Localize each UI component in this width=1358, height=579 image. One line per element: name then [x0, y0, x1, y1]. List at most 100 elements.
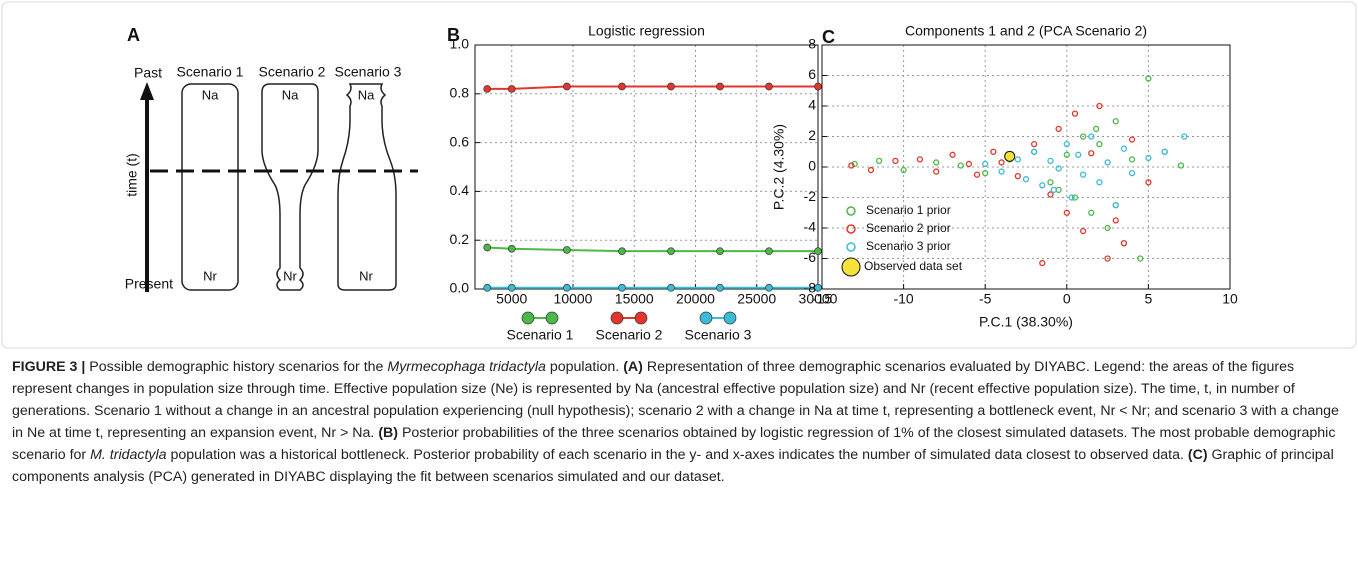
y-tick-label: 0.0 — [450, 280, 470, 296]
point — [1079, 171, 1087, 178]
na-label: Na — [202, 87, 219, 102]
point — [765, 82, 773, 91]
point — [1014, 172, 1021, 180]
scenario-name: Scenario 1 — [177, 64, 244, 80]
legend-marker — [545, 311, 559, 325]
point — [1120, 240, 1128, 247]
y-tick-label: 0.2 — [450, 231, 470, 247]
x-tick-label: -10 — [893, 291, 913, 307]
point — [1161, 148, 1168, 155]
point — [933, 159, 940, 166]
x-axis-label: P.C.1 (38.30%) — [979, 314, 1073, 330]
legend-label: Observed data set — [864, 259, 963, 273]
point — [716, 283, 724, 292]
point — [851, 160, 858, 168]
legend-marker — [610, 311, 624, 325]
point — [507, 85, 516, 93]
point — [483, 243, 492, 252]
y-tick-label: -2 — [804, 188, 817, 204]
nr-label: Nr — [283, 268, 297, 283]
y-tick-label: 6 — [808, 66, 816, 82]
point — [563, 283, 571, 292]
caption-part: FIGURE 3 | — [12, 359, 86, 375]
point — [1181, 133, 1188, 140]
point — [1128, 169, 1136, 177]
y-tick-label: 0.8 — [450, 85, 470, 101]
point — [1128, 136, 1136, 143]
point — [618, 247, 626, 256]
point — [1137, 255, 1144, 262]
point — [1055, 125, 1062, 133]
point — [982, 160, 989, 168]
point — [814, 82, 822, 91]
caption-part: Myrmecophaga tridactyla — [387, 359, 546, 375]
point — [618, 283, 626, 292]
x-tick-label: 30000 — [799, 291, 838, 307]
point — [900, 166, 907, 174]
point — [973, 171, 981, 178]
y-tick-label: 2 — [808, 127, 816, 143]
legend-marker — [846, 242, 856, 252]
point — [1112, 217, 1119, 224]
x-tick-label: 0 — [1063, 291, 1071, 307]
caption-part: Representation of three demographic scen… — [12, 359, 1339, 441]
point — [916, 156, 924, 163]
point — [1096, 140, 1103, 148]
y-tick-label: 0 — [808, 158, 816, 174]
point — [563, 246, 571, 254]
point — [1063, 209, 1070, 216]
legend-label: Scenario 2 — [596, 327, 663, 343]
point — [949, 151, 956, 158]
y-tick-label: 8 — [808, 36, 816, 52]
caption-part: Graphic of principal components analysis… — [12, 447, 1334, 485]
point — [507, 244, 516, 253]
y-axis-label: P.C.2 (4.30%) — [771, 124, 787, 210]
point — [982, 169, 989, 177]
point — [1096, 179, 1103, 186]
point — [848, 162, 855, 169]
point — [1120, 145, 1128, 152]
point — [875, 157, 883, 165]
point — [1075, 151, 1082, 158]
point — [1088, 209, 1095, 216]
point — [1055, 165, 1062, 172]
scenario-shape — [181, 83, 239, 291]
na-label: Na — [282, 87, 299, 102]
plot-frame — [474, 44, 819, 290]
point — [716, 82, 724, 91]
caption-part: M. tridactyla — [90, 447, 167, 463]
y-tick-label: -6 — [804, 249, 817, 265]
y-tick-label: 0.6 — [450, 133, 470, 149]
point — [1039, 259, 1046, 267]
y-tick-label: -8 — [804, 280, 817, 296]
nr-label: Nr — [359, 268, 373, 283]
point — [1068, 194, 1075, 201]
point — [1022, 176, 1030, 183]
point — [1031, 140, 1038, 148]
point — [618, 82, 626, 91]
panel-label: B — [447, 25, 460, 45]
caption-part: population was a historical bottleneck. … — [166, 447, 1188, 463]
point — [563, 82, 571, 91]
chart-title: Logistic regression — [588, 23, 705, 39]
caption-part: Possible demographic history scenarios f… — [85, 359, 388, 375]
point — [483, 283, 492, 292]
point — [1112, 118, 1119, 125]
y-tick-label: -4 — [804, 219, 817, 235]
point — [957, 162, 964, 169]
point — [483, 85, 492, 93]
scenario-name: Scenario 2 — [259, 64, 326, 80]
point — [1079, 227, 1087, 235]
point — [892, 157, 899, 165]
point — [1071, 194, 1079, 201]
point — [1047, 179, 1054, 186]
point — [1014, 156, 1021, 163]
na-label: Na — [358, 87, 375, 102]
arrow-head — [140, 82, 154, 100]
time-label: time (t) — [124, 153, 140, 197]
point — [998, 168, 1005, 175]
x-tick-label: 5 — [1145, 291, 1153, 307]
point — [965, 160, 973, 168]
caption-part: (B) — [378, 425, 399, 441]
